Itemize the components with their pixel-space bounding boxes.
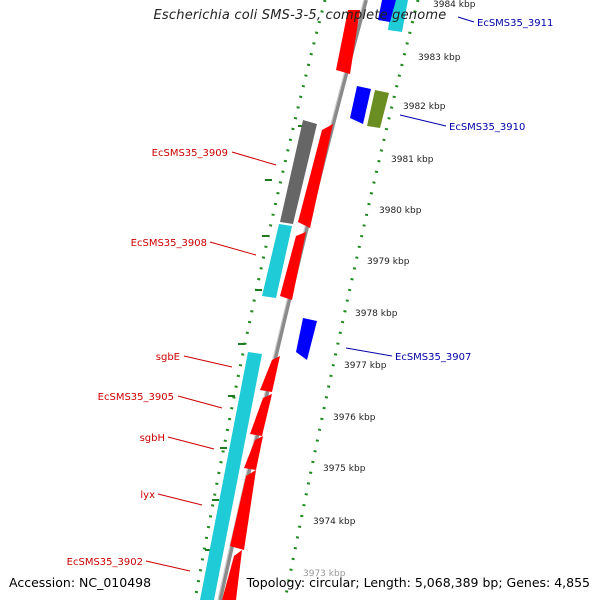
- forward-features: [222, 10, 360, 600]
- tick-label: 3983 kbp: [418, 53, 461, 63]
- inner-major-ticks: [205, 125, 305, 551]
- feature-label-right[interactable]: EcSMS35_3910: [449, 122, 525, 133]
- feature-blue-3910[interactable]: [350, 86, 371, 124]
- feature-label-left[interactable]: EcSMS35_3909: [152, 148, 228, 159]
- tick-label: 3973 kbp: [303, 569, 346, 579]
- feature-block-cyan[interactable]: [262, 224, 292, 298]
- tick-label: 3981 kbp: [391, 155, 434, 165]
- feature-label-right[interactable]: EcSMS35_3911: [477, 18, 553, 29]
- map-title: Escherichia coli SMS-3-5, complete genom…: [153, 8, 447, 23]
- tick-label: 3982 kbp: [403, 102, 446, 112]
- topology-summary: Topology: circular; Length: 5,068,389 bp…: [246, 575, 590, 590]
- feature-arrow[interactable]: [280, 232, 306, 300]
- feature-arrow[interactable]: [244, 436, 263, 470]
- tick-labels: 3984 kbp 3983 kbp 3982 kbp 3981 kbp 3980…: [303, 0, 476, 579]
- feature-blue-3907[interactable]: [296, 318, 317, 360]
- tick-label: 3980 kbp: [379, 206, 422, 216]
- accession-label: Accession: NC_010498: [9, 575, 152, 590]
- feature-arrow[interactable]: [260, 356, 280, 392]
- tick-label: 3984 kbp: [433, 0, 476, 10]
- feature-arrow[interactable]: [336, 10, 360, 74]
- outer-tick-track: [283, 0, 420, 600]
- feature-arrow[interactable]: [230, 470, 256, 550]
- feature-label-left[interactable]: lyx: [140, 490, 155, 501]
- feature-label-left[interactable]: EcSMS35_3908: [131, 238, 207, 249]
- feature-label-left[interactable]: sgbE: [156, 352, 180, 363]
- inner-tick-track: [193, 0, 327, 600]
- tick-label: 3974 kbp: [313, 517, 356, 527]
- feature-arrow[interactable]: [298, 124, 333, 228]
- right-feature-labels: EcSMS35_3911 EcSMS35_3910 EcSMS35_3907: [345, 16, 553, 363]
- feature-label-right[interactable]: EcSMS35_3907: [395, 352, 471, 363]
- small-features: [296, 0, 396, 360]
- tick-label: 3978 kbp: [355, 309, 398, 319]
- reverse-features: [200, 0, 408, 600]
- feature-label-left[interactable]: sgbH: [140, 433, 165, 444]
- tick-label: 3976 kbp: [333, 413, 376, 423]
- feature-label-left[interactable]: EcSMS35_3905: [98, 392, 174, 403]
- left-feature-labels: EcSMS35_3909 EcSMS35_3908 sgbE EcSMS35_3…: [67, 148, 277, 572]
- tick-label: 3979 kbp: [367, 257, 410, 267]
- feature-label-left[interactable]: EcSMS35_3902: [67, 557, 143, 568]
- feature-block-gray[interactable]: [280, 120, 317, 224]
- feature-block-cyan[interactable]: [200, 352, 262, 600]
- feature-arrow[interactable]: [250, 394, 272, 436]
- tick-label: 3975 kbp: [323, 464, 366, 474]
- feature-arrow[interactable]: [222, 550, 242, 600]
- tick-label: 3977 kbp: [344, 361, 387, 371]
- feature-blue-top[interactable]: [378, 0, 396, 22]
- feature-olive-3910[interactable]: [367, 90, 389, 128]
